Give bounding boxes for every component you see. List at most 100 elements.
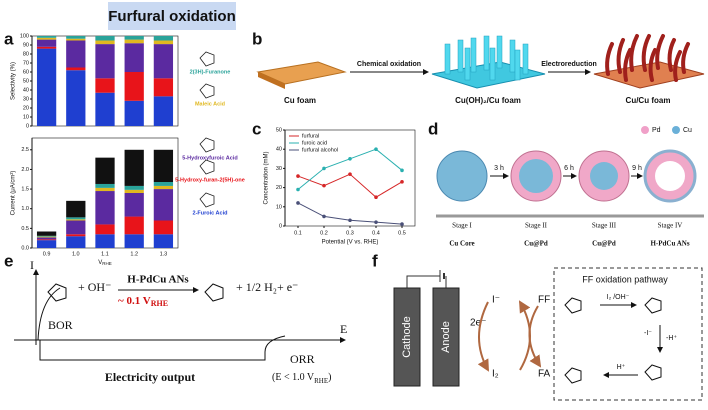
step-label: -H⁺ [666,335,677,342]
panel-label: b [252,29,262,48]
particle-core [590,162,618,190]
iodide-label: I⁻ [492,295,500,306]
panel-d: Pd Cu 3 h 6 h 9 h Stage I Stage II Stage… [436,126,704,248]
legend-label: 2-Furoic Acid [193,210,228,216]
x-tick-label: 1.1 [101,251,109,257]
x-tick-label: 1.2 [130,251,138,257]
bar-segment [36,36,57,38]
stage-label: Stage II [525,222,548,230]
bar-segment [124,39,144,44]
anode [432,287,460,387]
x-axis-label: Potential (V vs. RHE) [322,240,379,246]
panel-label: f [372,251,378,270]
stage-label: Stage IV [658,222,683,230]
molecule-icon [199,51,215,67]
bar-segment [66,220,86,235]
orr-cond-end: ) [328,372,331,383]
y-tick-label: 90 [23,42,29,48]
bor-label: BOR [48,318,73,332]
point [348,172,352,176]
bar-segment [124,100,144,126]
cathode-label: Cathode [401,316,413,358]
x-tick-label: 0.3 [346,230,354,236]
box-title: FF oxidation pathway [582,274,668,284]
cycle-arrow [528,305,542,368]
y-axis-label: Concentration (mM) [264,151,270,204]
bar-segment [95,183,115,188]
particle-core [519,159,553,193]
stage-name: Cu@Pd [524,240,548,248]
axis-label: E [340,322,347,336]
bar-segment [153,44,174,79]
sample-label: Cu(OH)₂/Cu foam [455,96,521,105]
stage-label: Stage III [592,222,617,230]
fa-label: FA [538,369,551,380]
time-label: 6 h [564,165,574,172]
bar-segment [124,185,144,190]
point [374,147,378,151]
step-label: H⁺ [617,364,626,371]
orr-label: ORR [290,352,315,366]
bar-segment [36,39,57,47]
stage-name: H-PdCu ANs [650,240,689,248]
panel-label: c [252,119,261,138]
title-box [108,2,236,30]
y-tick-label: 0.5 [21,226,29,232]
cu-wires [605,34,690,82]
bar-segment [66,40,86,68]
orr-curve [39,335,286,361]
potential-main: ~ 0.1 V [118,295,151,307]
legend-label: Pd [652,127,661,134]
electron-label: 2e⁻ [470,318,486,329]
x-axis-label-main: V [98,260,102,266]
legend-swatch [672,126,680,134]
title: Furfural oxidation [108,8,236,25]
point [348,157,352,161]
y-tick-label: 0.0 [21,245,29,251]
bar-segment [124,189,144,193]
time-label: 3 h [494,165,504,172]
legend-label: furfural [302,133,319,139]
bar-segment [124,234,144,248]
point [400,168,404,173]
cu-foam-side [258,72,285,89]
cathode [393,287,421,387]
y-tick-label: 0 [279,223,282,229]
molecule [564,367,582,384]
products: + 1/2 H₂+ e⁻ [236,280,298,294]
legend-label: Cu [683,127,692,134]
step-label: Electroreduction [541,61,597,68]
legend-swatch [641,126,649,134]
panel-e: I E + OH⁻ H-PdCu ANs ~ 0.1 VRHE + 1/2 H₂… [14,258,347,385]
y-tick-label: 1.0 [21,206,29,212]
bar-segment [95,187,115,192]
y-tick-label: 50 [276,127,282,133]
legend-label: 2(3H)-Furanone [190,69,231,75]
bar-segment [95,191,115,225]
bar-segment [124,43,144,72]
bar-segment [95,44,115,79]
particle-hollow [655,161,685,191]
bar-segment [95,36,115,41]
orr-cond-sub: RHE [314,377,328,385]
bar-segment [124,36,144,40]
bar-segment [66,217,86,220]
bar-segment [124,72,144,101]
line [297,173,403,198]
bar-segment [95,224,115,235]
bar-segment [36,235,57,237]
ff-label: FF [538,295,550,306]
bar-segment [66,67,86,71]
panel-label: e [4,251,13,270]
reactant: + OH⁻ [78,280,111,294]
x-tick-label: 0.5 [398,230,406,236]
bar-segment [36,239,57,241]
y-tick-label: 100 [20,33,29,39]
potential-sub: RHE [151,299,168,308]
y-tick-label: 70 [23,60,29,66]
bar-segment [153,189,174,221]
point [296,201,300,205]
y-tick-label: 60 [23,69,29,75]
molecule [644,364,662,381]
bar-segment [66,36,86,39]
